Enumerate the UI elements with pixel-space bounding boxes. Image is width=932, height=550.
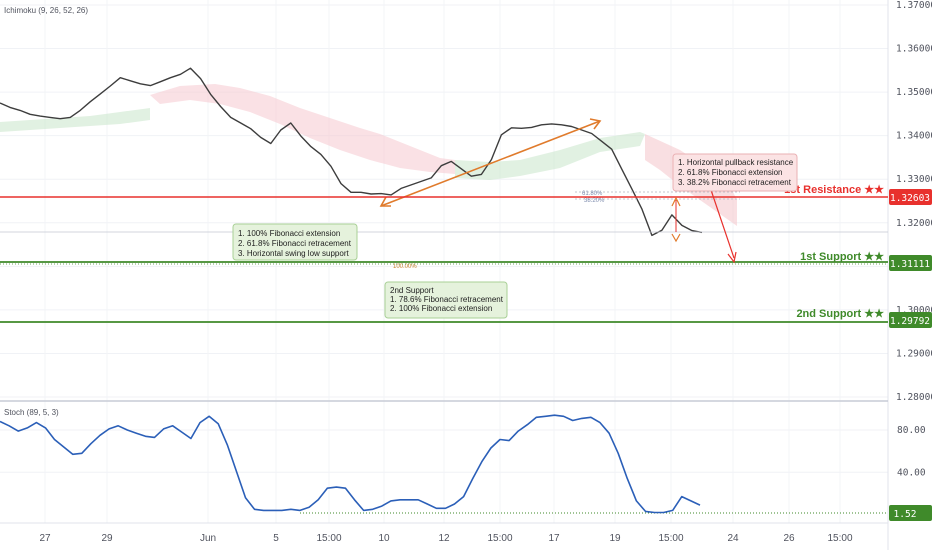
- time-tick-label: Jun: [200, 533, 216, 544]
- stoch-indicator-label[interactable]: Stoch (89, 5, 3): [4, 408, 59, 417]
- resistance-price-badge: 1.32603: [889, 189, 932, 205]
- stoch-tick-label: 80.00: [897, 425, 926, 436]
- support2-annotation-line-2: 1. 78.6% Fibonacci retracement: [390, 295, 504, 304]
- support1-annotation-box[interactable]: 1. 100% Fibonacci extension 2. 61.8% Fib…: [232, 223, 358, 261]
- support2-annotation-box[interactable]: 2nd Support 1. 78.6% Fibonacci retraceme…: [384, 281, 508, 319]
- ichimoku-cloud-green-mid: [455, 132, 645, 180]
- time-tick-label: 29: [101, 533, 113, 544]
- time-tick-label: 15:00: [487, 533, 512, 544]
- stoch-current-value: 1.52: [894, 509, 917, 520]
- price-tick-label: 1.28000: [896, 392, 932, 403]
- price-tick-label: 1.32000: [896, 218, 932, 229]
- resistance-annotation-line-3: 3. 38.2% Fibonacci retracement: [678, 178, 792, 187]
- support1-annotation-line-2: 2. 61.8% Fibonacci retracement: [238, 239, 352, 248]
- resistance-price-value: 1.32603: [890, 193, 930, 204]
- price-series-line: [0, 67, 703, 237]
- fib-label-100: 100.00%: [393, 264, 417, 270]
- time-tick-label: 12: [438, 533, 450, 544]
- stoch-tick-label: 40.00: [897, 467, 926, 478]
- time-axis[interactable]: 27 29 Jun 5 15:00 10 12 15:00 17 19 15:00 24 26 15:00: [39, 533, 853, 544]
- time-tick-label: 24: [727, 533, 739, 544]
- stoch-line: [0, 414, 701, 514]
- ichimoku-cloud-red: [150, 84, 455, 174]
- time-tick-label: 17: [548, 533, 560, 544]
- time-tick-label: 5: [273, 533, 279, 544]
- support1-price-badge: 1.31111: [889, 255, 932, 271]
- price-tick-label: 1.36000: [896, 44, 932, 55]
- price-tick-label: 1.33000: [896, 174, 932, 185]
- support2-annotation-line-3: 2. 100% Fibonacci extension: [390, 304, 492, 313]
- resistance-annotation-line-1: 1. Horizontal pullback resistance: [678, 158, 794, 167]
- ichimoku-indicator-label[interactable]: Ichimoku (9, 26, 52, 26): [4, 6, 88, 15]
- time-tick-label: 10: [378, 533, 390, 544]
- support2-annotation-line-1: 2nd Support: [390, 286, 434, 295]
- support2-price-badge: 1.29792: [889, 312, 932, 328]
- price-tick-label: 1.37000: [896, 0, 932, 11]
- price-tick-label: 1.34000: [896, 131, 932, 142]
- fibonacci-levels: 61.80% 38.20% 100.00%: [0, 191, 888, 270]
- support2-price-value: 1.29792: [890, 316, 930, 327]
- time-tick-label: 27: [39, 533, 51, 544]
- trend-line-arrow: [379, 118, 602, 207]
- price-tick-label: 1.29000: [896, 348, 932, 359]
- support1-label: 1st Support ★★: [800, 251, 884, 263]
- resistance-annotation-box[interactable]: 1. Horizontal pullback resistance 2. 61.…: [672, 153, 798, 192]
- resistance-label: 1st Resistance ★★: [784, 184, 884, 196]
- support1-annotation-line-1: 1. 100% Fibonacci extension: [238, 229, 340, 238]
- time-tick-label: 19: [609, 533, 621, 544]
- fib-label-618: 61.80%: [582, 191, 603, 197]
- time-tick-label: 15:00: [658, 533, 683, 544]
- time-tick-label: 15:00: [316, 533, 341, 544]
- price-tick-label: 1.35000: [896, 87, 932, 98]
- ichimoku-cloud: [0, 84, 737, 226]
- time-tick-label: 26: [783, 533, 795, 544]
- projection-arrows: [671, 189, 737, 264]
- fib-label-382: 38.20%: [584, 198, 605, 204]
- support1-price-value: 1.31111: [890, 259, 930, 270]
- support2-label: 2nd Support ★★: [796, 308, 884, 320]
- stoch-value-badge: 1.52: [889, 505, 932, 521]
- resistance-annotation-line-2: 2. 61.8% Fibonacci extension: [678, 168, 783, 177]
- price-tick-label: 1.30000: [896, 305, 932, 316]
- support1-annotation-line-3: 3. Horizontal swing low support: [238, 249, 349, 258]
- ichimoku-cloud-green: [0, 108, 150, 132]
- stoch-axis[interactable]: 80.00 40.00: [897, 425, 926, 478]
- time-tick-label: 15:00: [827, 533, 852, 544]
